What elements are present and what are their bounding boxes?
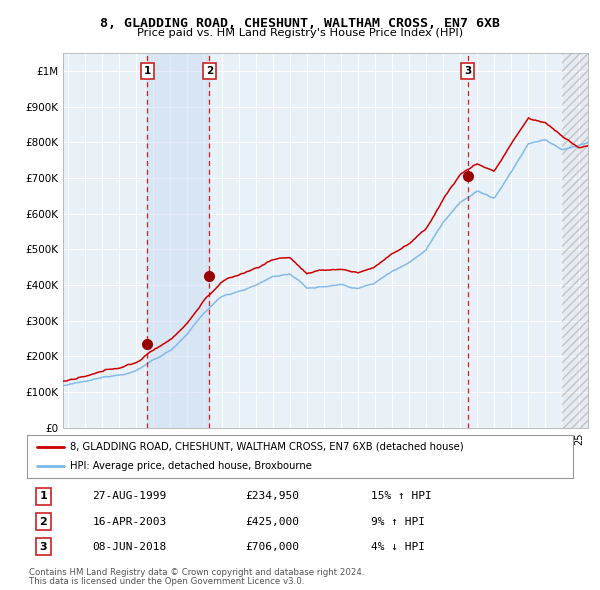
Text: £425,000: £425,000	[245, 516, 299, 526]
Text: 1: 1	[144, 66, 151, 76]
Text: 3: 3	[40, 542, 47, 552]
Text: 4% ↓ HPI: 4% ↓ HPI	[371, 542, 425, 552]
Text: Price paid vs. HM Land Registry's House Price Index (HPI): Price paid vs. HM Land Registry's House …	[137, 28, 463, 38]
Text: 9% ↑ HPI: 9% ↑ HPI	[371, 516, 425, 526]
Text: 8, GLADDING ROAD, CHESHUNT, WALTHAM CROSS, EN7 6XB (detached house): 8, GLADDING ROAD, CHESHUNT, WALTHAM CROS…	[70, 442, 463, 452]
Bar	[562, 53, 588, 428]
Text: 3: 3	[464, 66, 471, 76]
Text: £706,000: £706,000	[245, 542, 299, 552]
Text: 08-JUN-2018: 08-JUN-2018	[92, 542, 167, 552]
Text: 8, GLADDING ROAD, CHESHUNT, WALTHAM CROSS, EN7 6XB: 8, GLADDING ROAD, CHESHUNT, WALTHAM CROS…	[100, 17, 500, 30]
Text: Contains HM Land Registry data © Crown copyright and database right 2024.: Contains HM Land Registry data © Crown c…	[29, 568, 364, 576]
Text: This data is licensed under the Open Government Licence v3.0.: This data is licensed under the Open Gov…	[29, 577, 304, 586]
Text: 2: 2	[206, 66, 213, 76]
Text: 15% ↑ HPI: 15% ↑ HPI	[371, 491, 432, 501]
Text: 16-APR-2003: 16-APR-2003	[92, 516, 167, 526]
Bar	[148, 53, 209, 428]
Text: £234,950: £234,950	[245, 491, 299, 501]
Text: HPI: Average price, detached house, Broxbourne: HPI: Average price, detached house, Brox…	[70, 461, 311, 471]
Text: 1: 1	[40, 491, 47, 501]
Text: 2: 2	[40, 516, 47, 526]
Bar	[562, 53, 588, 428]
Text: 27-AUG-1999: 27-AUG-1999	[92, 491, 167, 501]
